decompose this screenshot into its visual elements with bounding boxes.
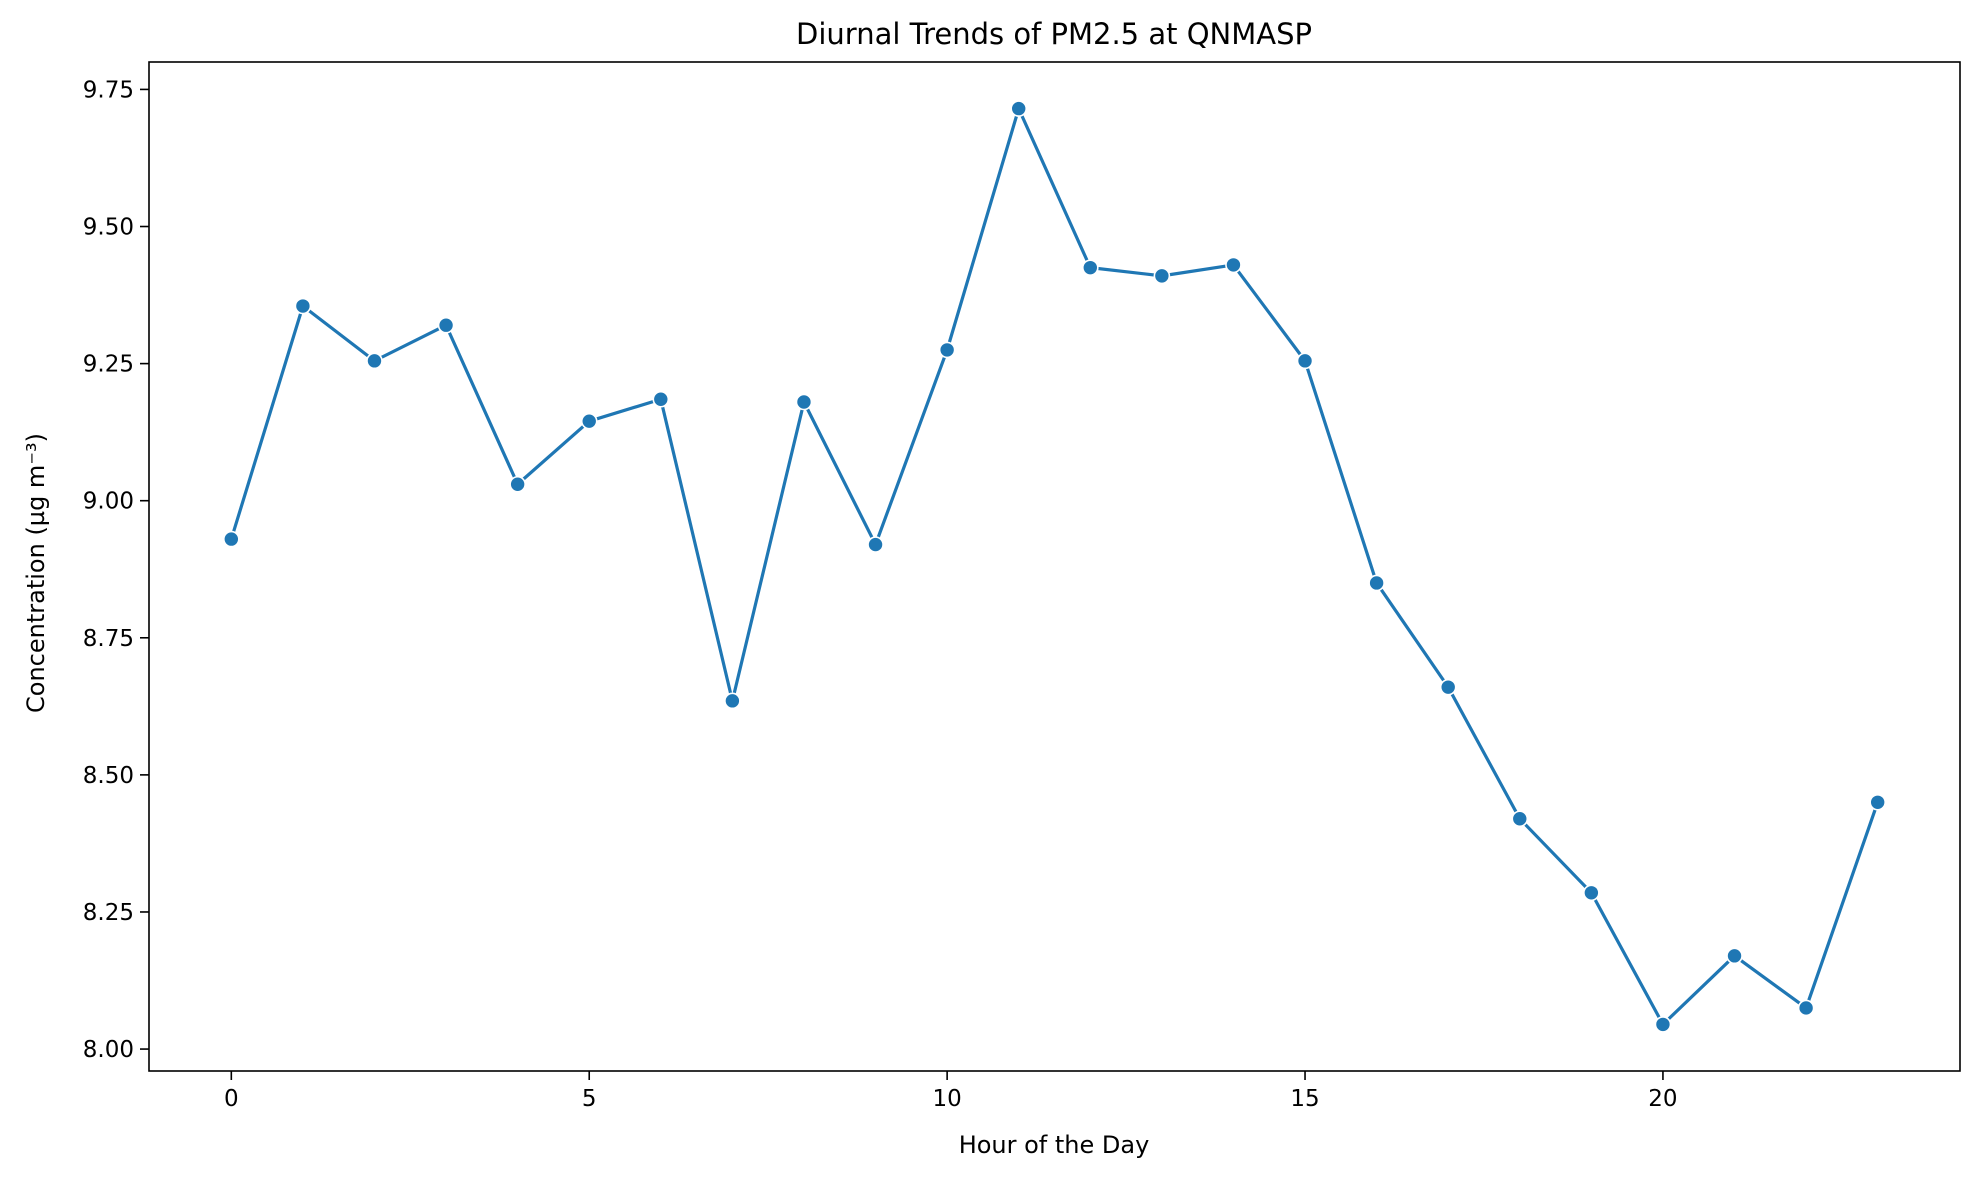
series-line	[229, 107, 1880, 1026]
data-point	[1153, 267, 1171, 285]
x-tick-label: 20	[1648, 1086, 1677, 1112]
data-point	[366, 352, 383, 370]
plot-area	[148, 61, 1961, 1072]
y-tick-label: 9.25	[83, 352, 134, 378]
y-tick-label: 8.75	[83, 626, 134, 652]
data-point	[1296, 352, 1314, 370]
data-point	[509, 475, 526, 493]
x-tick-label: 10	[932, 1086, 961, 1112]
y-tick-label: 8.50	[83, 763, 134, 789]
series-layer	[223, 100, 1886, 1033]
x-axis: 0 5 10 15 20	[224, 1071, 1678, 1112]
data-point	[724, 692, 741, 710]
y-axis: 8.00 8.25 8.50 8.75 9.00 9.25 9.50 9.75	[83, 77, 149, 1063]
data-point	[1511, 810, 1529, 828]
y-tick-label: 9.75	[83, 77, 134, 103]
data-point	[1583, 884, 1600, 902]
data-point	[652, 390, 670, 408]
data-point	[1869, 793, 1886, 811]
data-point	[1439, 678, 1457, 696]
data-point	[1726, 947, 1743, 965]
x-tick-label: 0	[224, 1086, 239, 1112]
data-point	[938, 341, 956, 359]
x-tick-label: 5	[582, 1086, 597, 1112]
y-tick-label: 8.25	[83, 900, 134, 926]
data-point	[1010, 100, 1028, 117]
data-point	[580, 412, 598, 430]
y-tick-label: 9.50	[83, 215, 134, 241]
data-point	[867, 536, 884, 553]
y-axis-label: Concentration (µg m⁻³)	[22, 433, 50, 713]
x-tick-label: 15	[1290, 1086, 1319, 1112]
data-point	[1081, 259, 1099, 276]
x-axis-label: Hour of the Day	[959, 1131, 1150, 1159]
data-point	[294, 297, 312, 315]
data-point	[223, 530, 240, 548]
data-point	[1368, 574, 1385, 592]
y-tick-label: 9.00	[83, 489, 134, 515]
data-point	[795, 393, 813, 411]
chart-title: Diurnal Trends of PM2.5 at QNMASP	[796, 17, 1312, 51]
data-point	[1654, 1016, 1672, 1033]
y-tick-label: 8.00	[83, 1037, 134, 1063]
data-point	[437, 316, 455, 334]
data-point	[1797, 999, 1815, 1017]
plot-frame	[148, 61, 1961, 1072]
data-point	[1225, 256, 1242, 274]
